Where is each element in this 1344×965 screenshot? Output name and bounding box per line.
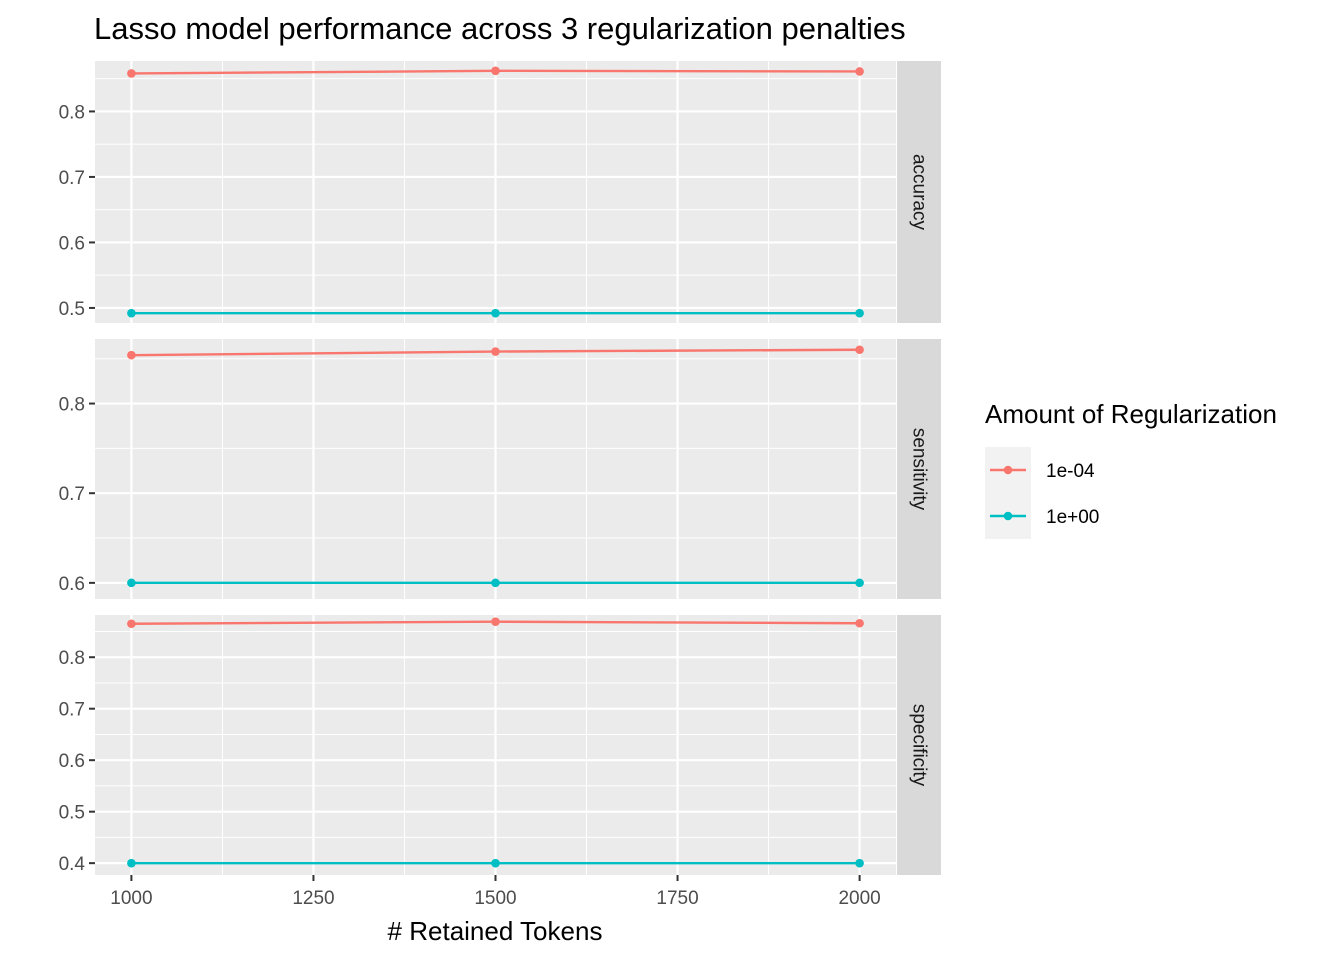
chart-title: Lasso model performance across 3 regular… xyxy=(94,11,906,46)
y-tick-label: 0.7 xyxy=(59,168,85,189)
data-point xyxy=(855,308,864,318)
x-axis: 1000 1250 1500 1750 2000 xyxy=(110,875,881,909)
y-tick-label: 0.8 xyxy=(59,102,85,123)
series-1e-04 xyxy=(127,617,864,629)
strip-label: accuracy xyxy=(909,154,930,231)
legend: Amount of Regularization 1e-04 1e+00 xyxy=(985,399,1277,539)
y-tick-label: 0.6 xyxy=(59,751,85,772)
data-point xyxy=(855,858,864,868)
facet-accuracy: 0.5 0.6 0.7 0.8 accuracy xyxy=(59,61,941,323)
x-tick-label: 1500 xyxy=(474,888,516,909)
strip-background xyxy=(897,615,941,875)
series-1e+00 xyxy=(127,308,864,318)
x-tick-label: 2000 xyxy=(838,888,880,909)
facet-specificity: 0.4 0.5 0.6 0.7 0.8 specificity xyxy=(59,615,941,875)
data-point xyxy=(855,345,864,355)
series-1e-04 xyxy=(127,345,864,360)
data-point xyxy=(127,69,136,78)
data-point xyxy=(855,67,864,76)
strip-label: specificity xyxy=(909,704,930,787)
data-point xyxy=(491,66,500,76)
series-1e+00 xyxy=(127,858,864,868)
legend-entry-1e-04: 1e-04 xyxy=(985,447,1095,493)
y-tick-label: 0.8 xyxy=(59,395,85,416)
x-tick-label: 1000 xyxy=(110,888,152,909)
legend-label: 1e-04 xyxy=(1046,461,1095,482)
y-tick-label: 0.6 xyxy=(59,233,85,254)
data-point xyxy=(491,308,500,318)
x-tick-label: 1750 xyxy=(656,888,698,909)
legend-key-point xyxy=(1003,511,1013,521)
data-point xyxy=(127,619,136,629)
legend-entry-1e+00: 1e+00 xyxy=(985,493,1099,539)
series-1e-04 xyxy=(127,66,864,78)
y-tick-label: 0.8 xyxy=(59,648,85,669)
facets-layer: 0.5 0.6 0.7 0.8 accuracy 0.6 0.7 0.8 sensitivity… xyxy=(59,61,941,875)
data-point xyxy=(491,858,500,868)
legend-key-point xyxy=(1003,465,1013,475)
data-point xyxy=(127,578,136,588)
series-1e+00 xyxy=(127,578,864,588)
strip-background xyxy=(897,339,941,599)
x-tick-label: 1250 xyxy=(292,888,334,909)
data-point xyxy=(127,858,136,868)
y-tick-label: 0.7 xyxy=(59,700,85,721)
y-tick-label: 0.4 xyxy=(59,854,86,875)
legend-title: Amount of Regularization xyxy=(985,399,1277,429)
legend-label: 1e+00 xyxy=(1046,507,1099,528)
y-tick-label: 0.6 xyxy=(59,574,85,595)
data-point xyxy=(127,350,136,360)
data-point xyxy=(491,347,500,356)
x-axis-title: # Retained Tokens xyxy=(388,916,603,946)
data-point xyxy=(855,618,864,628)
y-tick-label: 0.7 xyxy=(59,484,85,505)
facet-sensitivity: 0.6 0.7 0.8 sensitivity xyxy=(59,339,941,599)
data-point xyxy=(491,578,500,588)
data-point xyxy=(127,308,136,318)
y-tick-label: 0.5 xyxy=(59,803,85,824)
data-point xyxy=(855,578,864,588)
y-tick-label: 0.5 xyxy=(59,299,85,320)
strip-label: sensitivity xyxy=(909,428,930,511)
data-point xyxy=(491,617,500,626)
strip-background xyxy=(897,61,941,323)
